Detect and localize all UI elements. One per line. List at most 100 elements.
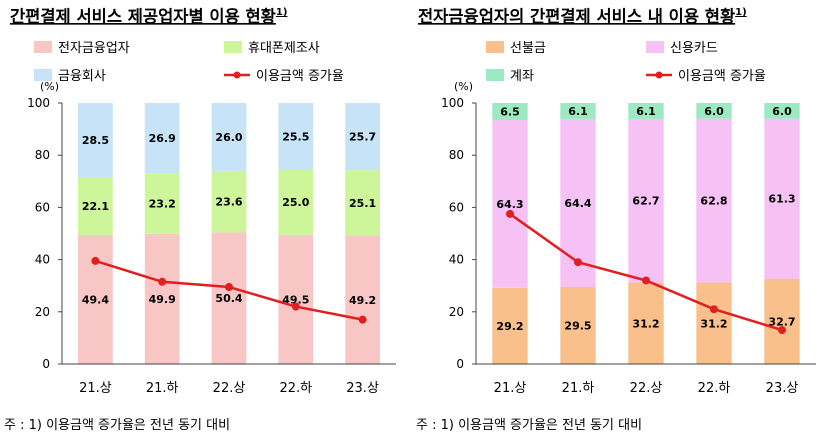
bar-segment xyxy=(492,103,528,120)
data-label: 6.5 xyxy=(500,105,520,118)
bar-segment xyxy=(628,103,664,119)
footnote-left: 주 : 1) 이용금액 증가율은 전년 동기 대비 xyxy=(4,418,231,433)
legend-label: 금융회사 xyxy=(58,69,106,84)
bar-segment xyxy=(144,233,180,364)
chart-title: 전자금융업자의 간편결제 서비스 내 이용 현황1) xyxy=(418,7,747,26)
x-tick-label: 21.상 xyxy=(494,381,527,396)
y-tick-label: 80 xyxy=(449,148,464,162)
data-label: 49.2 xyxy=(349,294,376,307)
y-tick-label: 100 xyxy=(441,96,464,110)
data-label: 25.1 xyxy=(349,197,376,210)
legend-swatch xyxy=(486,69,504,81)
y-tick-label: 0 xyxy=(42,357,50,371)
data-label: 62.7 xyxy=(632,195,659,208)
chart-title: 간편결제 서비스 제공업자별 이용 현황1) xyxy=(10,7,287,26)
legend-label: 신용카드 xyxy=(670,41,718,56)
growth-rate-point xyxy=(91,256,100,265)
bar-segment xyxy=(345,235,380,364)
data-label: 64.4 xyxy=(564,197,591,210)
data-label: 32.7 xyxy=(768,315,795,328)
bar-segment xyxy=(345,103,380,171)
bar-segment xyxy=(211,103,247,171)
growth-rate-point xyxy=(574,258,582,267)
bar-segment xyxy=(78,235,113,364)
bar-segment xyxy=(144,173,180,234)
x-tick-label: 23.상 xyxy=(766,381,799,396)
bar-segment xyxy=(696,103,732,119)
data-label: 6.0 xyxy=(704,105,724,118)
legend-swatch xyxy=(34,69,52,81)
bar-segment xyxy=(211,170,247,233)
data-label: 64.3 xyxy=(496,198,523,211)
data-label: 6.1 xyxy=(568,105,588,118)
y-tick-label: 20 xyxy=(449,305,464,319)
y-tick-label: 80 xyxy=(35,148,50,162)
data-label: 6.1 xyxy=(636,105,656,118)
y-tick-label: 0 xyxy=(456,357,464,371)
growth-rate-point xyxy=(642,276,650,285)
bar-segment xyxy=(78,177,113,236)
legend-swatch xyxy=(486,41,504,53)
data-label: 25.7 xyxy=(349,131,376,144)
bar-segment xyxy=(560,287,596,364)
data-label: 26.9 xyxy=(149,132,176,145)
y-tick-label: 100 xyxy=(27,96,50,110)
bar-segment xyxy=(492,119,528,288)
data-label: 25.5 xyxy=(282,130,309,143)
data-label: 22.1 xyxy=(82,200,109,213)
bar-segment xyxy=(560,103,596,119)
legend-marker xyxy=(655,71,663,79)
data-label: 31.2 xyxy=(632,317,659,330)
data-label: 31.2 xyxy=(700,317,727,330)
legend-swatch xyxy=(224,41,242,53)
data-label: 26.0 xyxy=(215,131,242,144)
bar-segment xyxy=(78,103,113,178)
bar-segment xyxy=(345,170,380,236)
data-label: 6.0 xyxy=(772,105,792,118)
bar-segment xyxy=(492,287,528,364)
x-tick-label: 22.하 xyxy=(279,381,312,396)
data-label: 49.5 xyxy=(282,293,309,306)
bar-segment xyxy=(696,282,732,364)
bar-segment xyxy=(278,103,314,170)
bar-segment xyxy=(696,118,732,283)
x-tick-label: 22.상 xyxy=(630,381,663,396)
legend-label: 이용금액 증가율 xyxy=(678,69,766,84)
growth-rate-point xyxy=(778,326,786,335)
data-label: 61.3 xyxy=(768,193,795,206)
y-tick-label: 20 xyxy=(35,305,50,319)
y-axis-unit: (%) xyxy=(454,80,473,93)
legend-marker xyxy=(233,71,241,79)
legend-label: 휴대폰제조사 xyxy=(248,41,320,56)
growth-rate-point xyxy=(506,209,514,218)
data-label: 28.5 xyxy=(82,134,109,147)
bar-segment xyxy=(144,103,180,174)
legend-label: 전자금융업자 xyxy=(58,41,130,56)
y-tick-label: 60 xyxy=(449,200,464,214)
growth-rate-point xyxy=(358,315,367,324)
y-tick-label: 40 xyxy=(35,253,50,267)
legend-label: 이용금액 증가율 xyxy=(256,69,344,84)
bar-segment xyxy=(628,118,664,283)
bar-segment xyxy=(628,282,664,364)
data-label: 49.4 xyxy=(82,294,109,307)
data-label: 23.6 xyxy=(215,196,242,209)
bar-segment xyxy=(211,232,247,364)
data-label: 29.2 xyxy=(496,320,523,333)
x-tick-label: 21.하 xyxy=(562,381,595,396)
growth-rate-point xyxy=(225,283,233,292)
bar-segment xyxy=(764,103,800,119)
x-tick-label: 22.하 xyxy=(698,381,731,396)
legend-label: 선불금 xyxy=(510,41,546,56)
legend-swatch xyxy=(646,41,664,53)
data-label: 49.9 xyxy=(149,293,176,306)
x-tick-label: 22.상 xyxy=(213,381,246,396)
bar-segment xyxy=(278,234,314,364)
x-tick-label: 21.상 xyxy=(79,381,112,396)
footnote-right: 주 : 1) 이용금액 증가율은 전년 동기 대비 xyxy=(416,418,643,433)
data-label: 50.4 xyxy=(215,292,242,305)
bar-segment xyxy=(764,278,800,364)
y-tick-label: 40 xyxy=(449,253,464,267)
